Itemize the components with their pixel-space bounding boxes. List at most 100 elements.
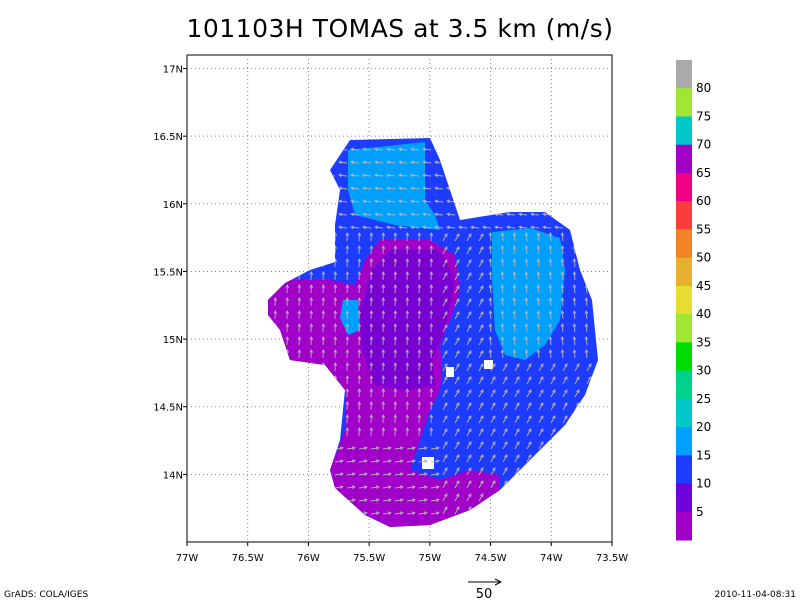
wind-vector-head bbox=[488, 258, 493, 262]
wind-vector-head bbox=[552, 389, 556, 393]
wind-vector-head bbox=[458, 173, 463, 178]
wind-vector bbox=[489, 284, 492, 294]
wind-area-15 bbox=[348, 142, 440, 230]
wind-vector bbox=[268, 226, 276, 229]
wind-vector bbox=[459, 200, 468, 203]
wind-vector-head bbox=[468, 454, 472, 458]
wind-vector-head bbox=[552, 506, 556, 510]
wind-vector-head bbox=[492, 506, 496, 510]
wind-vector bbox=[555, 148, 564, 151]
wind-vector bbox=[358, 499, 367, 502]
wind-vector bbox=[525, 310, 528, 320]
wind-vector-head bbox=[297, 284, 302, 288]
wind-vector-head bbox=[512, 245, 517, 249]
wind-vector bbox=[423, 226, 432, 229]
wind-vector-head bbox=[369, 297, 374, 301]
wind-vector-head bbox=[297, 388, 302, 392]
wind-vector-head bbox=[528, 402, 532, 406]
missing-data-patch-3 bbox=[446, 367, 454, 377]
colorbar-label: 45 bbox=[696, 279, 711, 293]
colorbar-segment bbox=[676, 370, 692, 400]
wind-vector-head bbox=[399, 472, 404, 476]
wind-vector-head bbox=[285, 336, 290, 340]
wind-vector bbox=[454, 311, 460, 320]
wind-vector bbox=[442, 337, 448, 346]
wind-vector-head bbox=[468, 506, 472, 510]
wind-vector-head bbox=[536, 284, 541, 288]
wind-vector-head bbox=[456, 493, 460, 497]
wind-vector-head bbox=[528, 493, 532, 497]
wind-vector-head bbox=[297, 323, 302, 327]
wind-vector bbox=[346, 473, 355, 476]
wind-vector bbox=[502, 428, 508, 437]
wind-vector-head bbox=[291, 446, 296, 450]
wind-vector bbox=[298, 460, 307, 463]
wind-vector-head bbox=[456, 363, 460, 367]
wind-vector bbox=[471, 148, 480, 151]
wind-vector bbox=[585, 349, 588, 359]
wind-vector-head bbox=[362, 147, 367, 152]
wind-vector-head bbox=[524, 336, 529, 340]
wind-vector-head bbox=[423, 459, 428, 463]
wind-area-15b bbox=[492, 228, 565, 360]
wind-vector-head bbox=[588, 441, 592, 445]
wind-vector bbox=[489, 336, 492, 346]
wind-vector-head bbox=[504, 428, 508, 432]
wind-vector-head bbox=[297, 258, 302, 262]
wind-vector bbox=[454, 337, 460, 346]
wind-vector-head bbox=[429, 388, 434, 392]
wind-vector bbox=[550, 454, 556, 463]
wind-vector-head bbox=[369, 388, 374, 392]
wind-vector bbox=[363, 213, 372, 216]
wind-vector bbox=[543, 161, 552, 164]
wind-vector bbox=[322, 512, 331, 515]
wind-vector-head bbox=[540, 389, 544, 393]
wind-vector-head bbox=[405, 271, 410, 275]
wind-vector-head bbox=[381, 362, 386, 366]
wind-vector bbox=[399, 226, 408, 229]
wind-vector-head bbox=[482, 225, 487, 230]
wind-vector-head bbox=[458, 186, 463, 191]
wind-vector-head bbox=[512, 323, 517, 327]
wind-vector bbox=[322, 460, 331, 463]
wind-vector-head bbox=[444, 389, 448, 393]
wind-vector-head bbox=[542, 199, 547, 204]
wind-vector-head bbox=[552, 402, 556, 406]
wind-vector-head bbox=[528, 454, 532, 458]
wind-vector-head bbox=[386, 160, 391, 165]
wind-vector-head bbox=[584, 310, 589, 314]
wind-vector bbox=[579, 174, 588, 177]
wind-vector-head bbox=[512, 284, 517, 288]
wind-vector bbox=[327, 213, 336, 216]
colorbar-label: 40 bbox=[696, 307, 711, 321]
wind-vector bbox=[327, 226, 336, 229]
wind-vector-head bbox=[494, 186, 499, 191]
wind-vector-head bbox=[470, 212, 475, 217]
colorbar-segment bbox=[676, 60, 692, 89]
wind-vector-head bbox=[572, 271, 577, 275]
wind-vector bbox=[519, 213, 528, 216]
wind-vector bbox=[513, 336, 516, 346]
wind-vector bbox=[286, 447, 295, 450]
wind-vector-head bbox=[488, 297, 493, 301]
wind-vector-head bbox=[321, 245, 326, 249]
wind-vector-head bbox=[285, 271, 290, 275]
wind-vector bbox=[315, 174, 324, 177]
wind-vector bbox=[454, 324, 460, 333]
wind-vector bbox=[315, 187, 324, 190]
wind-vector-head bbox=[357, 336, 362, 340]
wind-vector bbox=[585, 232, 588, 242]
wind-vector-head bbox=[492, 428, 496, 432]
wind-vector bbox=[561, 349, 564, 359]
wind-vector bbox=[561, 232, 564, 242]
wind-vector-head bbox=[480, 311, 484, 315]
wind-vector-head bbox=[488, 310, 493, 314]
wind-vector-head bbox=[530, 160, 535, 165]
wind-vector-head bbox=[314, 199, 319, 204]
wind-vector-head bbox=[285, 284, 290, 288]
wind-vector-head bbox=[393, 427, 398, 431]
wind-vector-head bbox=[488, 349, 493, 353]
wind-vector bbox=[291, 226, 300, 229]
wind-vector-head bbox=[333, 284, 338, 288]
wind-vector-head bbox=[315, 498, 320, 502]
